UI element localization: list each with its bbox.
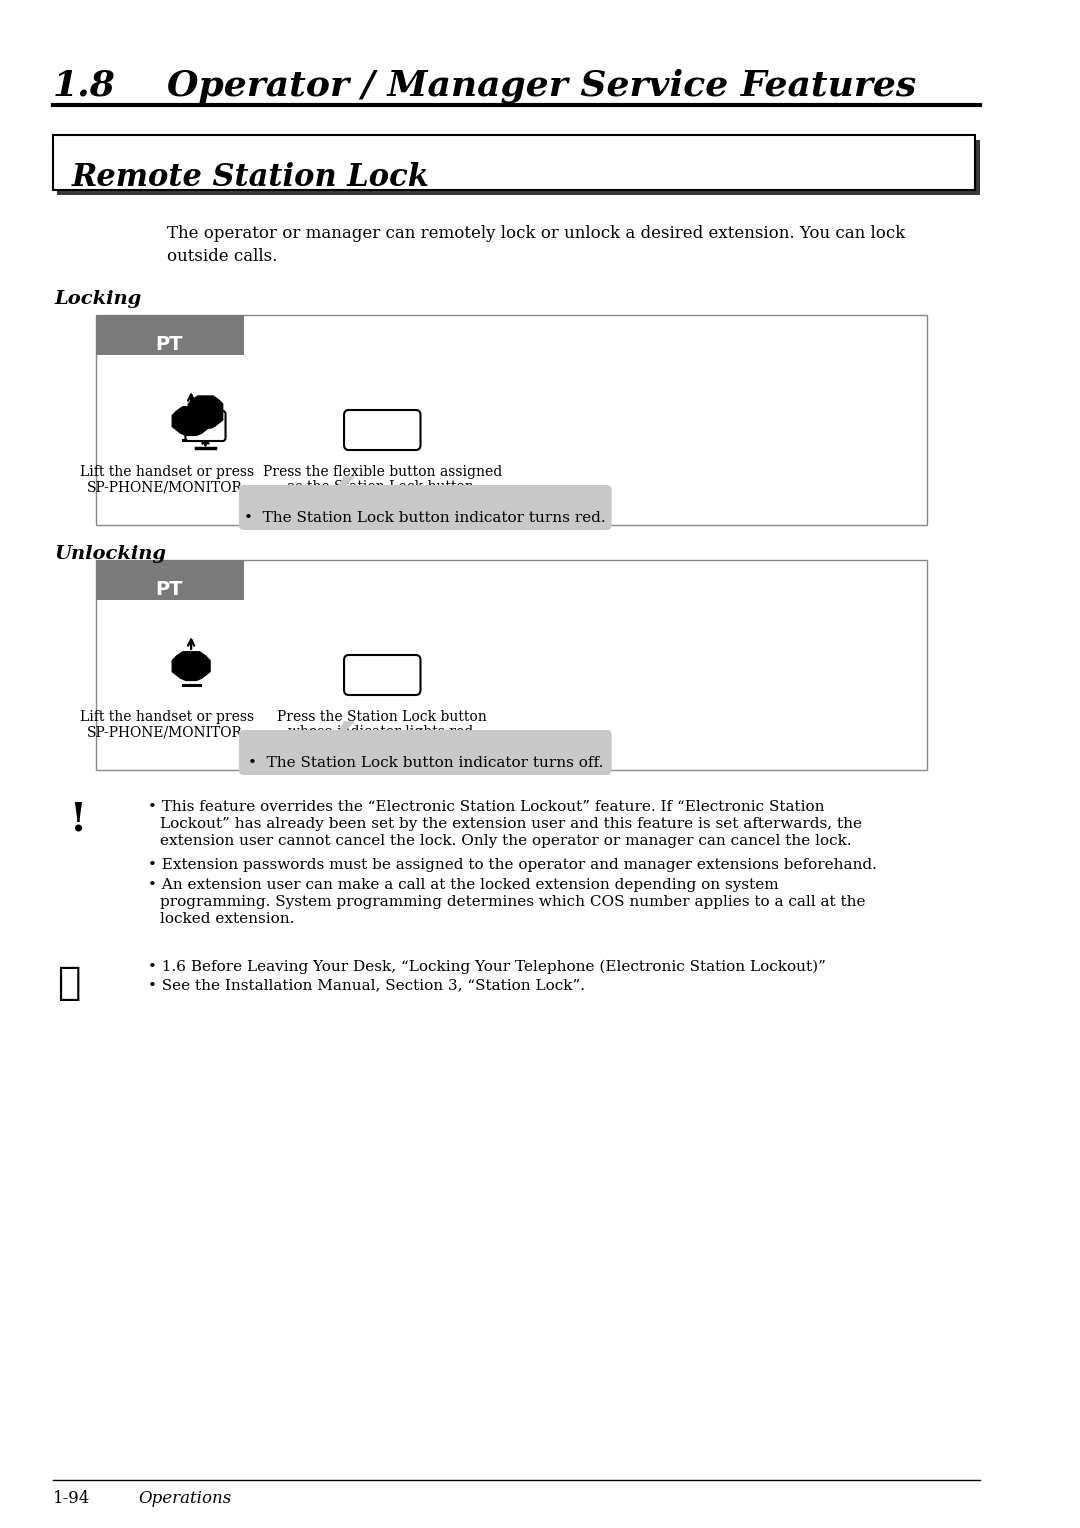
Text: 1-94: 1-94 [53, 1490, 90, 1507]
Text: • Extension passwords must be assigned to the operator and manager extensions be: • Extension passwords must be assigned t… [148, 859, 877, 872]
Text: programming. System programming determines which COS number applies to a call at: programming. System programming determin… [160, 895, 865, 909]
Text: Unlocking: Unlocking [54, 545, 166, 562]
FancyBboxPatch shape [186, 411, 226, 442]
Polygon shape [172, 652, 210, 680]
Text: Locking: Locking [54, 290, 141, 309]
FancyBboxPatch shape [239, 484, 611, 530]
Text: • This feature overrides the “Electronic Station Lockout” feature. If “Electroni: • This feature overrides the “Electronic… [148, 801, 825, 814]
Text: • An extension user can make a call at the locked extension depending on system: • An extension user can make a call at t… [148, 879, 779, 892]
FancyBboxPatch shape [345, 656, 420, 695]
FancyBboxPatch shape [95, 315, 244, 354]
Text: extension user cannot cancel the lock. Only the operator or manager can cancel t: extension user cannot cancel the lock. O… [160, 834, 851, 848]
Text: Press the Station Lock button: Press the Station Lock button [278, 711, 487, 724]
Polygon shape [335, 723, 353, 740]
Polygon shape [335, 477, 353, 495]
Text: • 1.6 Before Leaving Your Desk, “Locking Your Telephone (Electronic Station Lock: • 1.6 Before Leaving Your Desk, “Locking… [148, 960, 826, 975]
Text: !: ! [69, 801, 85, 837]
FancyBboxPatch shape [57, 141, 980, 196]
Text: •  The Station Lock button indicator turns red.: • The Station Lock button indicator turn… [244, 510, 606, 526]
Text: Operations: Operations [138, 1490, 232, 1507]
Text: PT: PT [156, 581, 183, 599]
Text: Press the flexible button assigned: Press the flexible button assigned [262, 465, 502, 478]
Text: SP-PHONE/MONITOR.: SP-PHONE/MONITOR. [87, 480, 247, 494]
FancyBboxPatch shape [53, 134, 975, 189]
FancyBboxPatch shape [345, 410, 420, 451]
Text: whose indicator lights red.: whose indicator lights red. [287, 724, 477, 740]
Polygon shape [188, 396, 222, 428]
Text: SP-PHONE/MONITOR.: SP-PHONE/MONITOR. [87, 724, 247, 740]
Text: outside calls.: outside calls. [167, 248, 278, 264]
Polygon shape [172, 406, 210, 435]
Text: •  The Station Lock button indicator turns off.: • The Station Lock button indicator turn… [247, 756, 603, 770]
Text: Lift the handset or press: Lift the handset or press [80, 465, 254, 478]
Text: 1.8: 1.8 [53, 69, 116, 102]
Text: • See the Installation Manual, Section 3, “Station Lock”.: • See the Installation Manual, Section 3… [148, 978, 585, 992]
Text: Remote Station Lock: Remote Station Lock [71, 162, 430, 193]
Text: Operator / Manager Service Features: Operator / Manager Service Features [167, 69, 917, 102]
Text: locked extension.: locked extension. [160, 912, 294, 926]
Text: ☞: ☞ [57, 966, 81, 1002]
FancyBboxPatch shape [95, 559, 927, 770]
FancyBboxPatch shape [95, 315, 927, 526]
FancyBboxPatch shape [239, 730, 611, 775]
Text: PT: PT [156, 335, 183, 354]
FancyBboxPatch shape [95, 559, 244, 601]
Text: Lift the handset or press: Lift the handset or press [80, 711, 254, 724]
Text: The operator or manager can remotely lock or unlock a desired extension. You can: The operator or manager can remotely loc… [167, 225, 905, 241]
Text: Lockout” has already been set by the extension user and this feature is set afte: Lockout” has already been set by the ext… [160, 817, 862, 831]
Text: as the Station Lock button.: as the Station Lock button. [287, 480, 477, 494]
